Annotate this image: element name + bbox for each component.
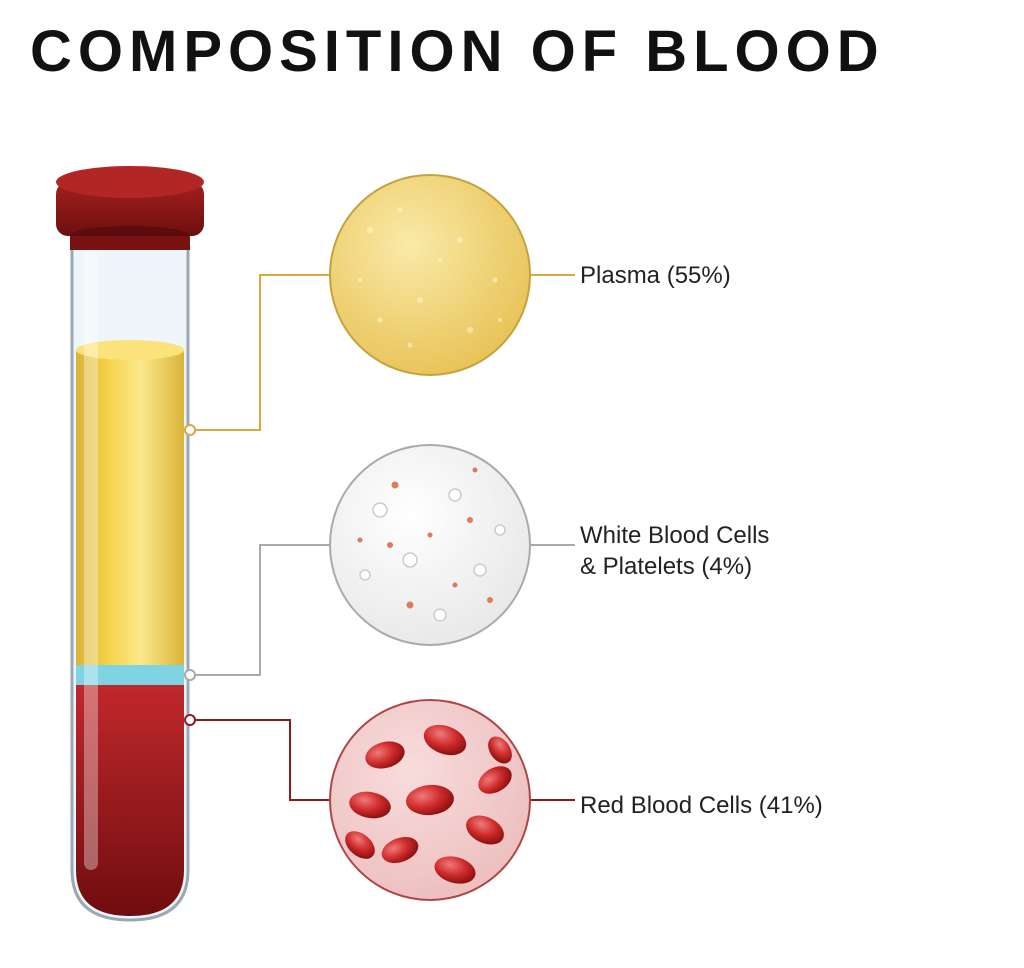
label-plasma: Plasma (55%) (580, 260, 731, 291)
label-wbc: White Blood Cells & Platelets (4%) (580, 520, 769, 582)
test-tube (56, 166, 204, 920)
detail-circle-wbc (330, 445, 530, 645)
detail-circle-rbc (330, 700, 530, 900)
label-rbc: Red Blood Cells (41%) (580, 790, 823, 821)
label-rbc-text: Red Blood Cells (41%) (580, 792, 823, 819)
label-wbc-line2: & Platelets (4%) (580, 553, 752, 580)
detail-circle-plasma (330, 175, 530, 375)
label-plasma-text: Plasma (55%) (580, 262, 731, 289)
diagram-svg (0, 0, 1024, 968)
label-wbc-line1: White Blood Cells (580, 522, 769, 549)
